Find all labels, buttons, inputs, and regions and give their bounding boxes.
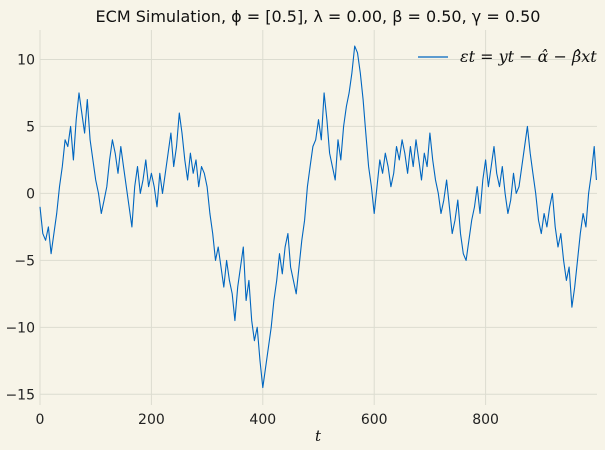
y-tick-label: −15	[5, 387, 35, 403]
series-line	[39, 45, 597, 389]
legend: εt = yt − α̂ − β̂xt	[418, 47, 597, 66]
y-tick-label: 5	[26, 119, 35, 135]
y-tick-label: −5	[14, 253, 35, 269]
plot-background	[40, 30, 597, 405]
chart-title: ECM Simulation, ϕ = [0.5], λ = 0.00, β =…	[96, 7, 541, 26]
y-tick-label: −10	[5, 320, 35, 336]
x-axis-label: t	[315, 427, 322, 445]
y-axis-ticks: −15 −10 −5 0 5 10	[5, 52, 35, 403]
x-tick-label: 400	[249, 412, 276, 428]
legend-label: εt = yt − α̂ − β̂xt	[460, 47, 597, 66]
x-tick-label: 200	[138, 412, 165, 428]
x-tick-label: 0	[36, 412, 45, 428]
x-axis-ticks: 0 200 400 600 800	[36, 412, 499, 428]
y-tick-label: 0	[26, 186, 35, 202]
grid	[39, 30, 597, 405]
y-tick-label: 10	[17, 52, 35, 68]
x-tick-label: 600	[361, 412, 388, 428]
series-layer	[39, 45, 597, 389]
x-tick-label: 800	[472, 412, 499, 428]
